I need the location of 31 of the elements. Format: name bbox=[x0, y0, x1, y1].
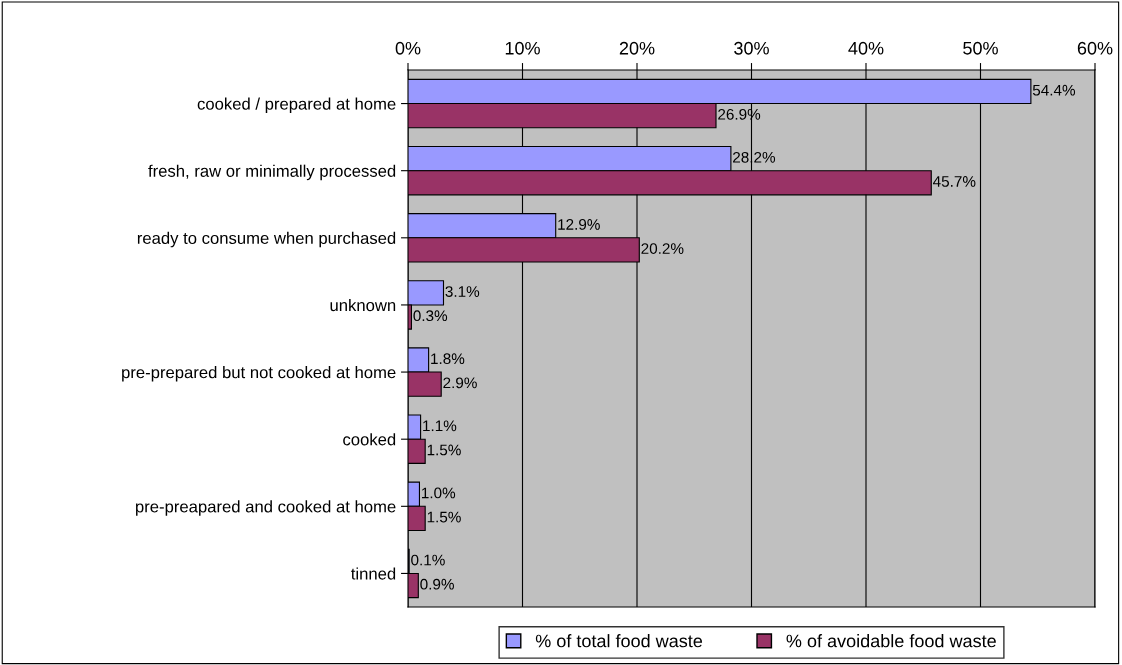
data-label: 3.1% bbox=[445, 286, 480, 297]
y-tick-label: pre-preapared and cooked at home bbox=[136, 500, 396, 516]
x-tick-label: 60% bbox=[1077, 41, 1113, 55]
data-label: 54.4% bbox=[1032, 84, 1076, 96]
data-label: 12.9% bbox=[558, 219, 600, 230]
data-label: 1.1% bbox=[423, 420, 457, 432]
x-tick-label: 30% bbox=[734, 41, 769, 55]
legend-label: % of avoidable food waste bbox=[786, 634, 996, 648]
data-label: 0.9% bbox=[420, 578, 454, 590]
y-tick-label: fresh, raw or minimally processed bbox=[148, 164, 396, 181]
x-tick-label: 10% bbox=[505, 41, 540, 55]
data-label: 45.7% bbox=[933, 176, 976, 187]
y-tick-label: ready to consume when purchased bbox=[137, 231, 396, 248]
data-label: 1.5% bbox=[427, 511, 461, 523]
data-label: 1.8% bbox=[431, 353, 465, 365]
data-label: 20.2% bbox=[641, 243, 684, 254]
x-tick-label: 20% bbox=[619, 41, 655, 55]
data-label: 0.1% bbox=[411, 554, 445, 566]
data-label: 0.3% bbox=[413, 310, 448, 322]
y-tick-label: tinned bbox=[351, 567, 396, 580]
y-tick-label: cooked / prepared at home bbox=[197, 97, 396, 114]
y-tick-label: pre-prepared but not cooked at home bbox=[122, 366, 396, 382]
y-tick-label: unknown bbox=[330, 298, 396, 312]
legend-label: % of total food waste bbox=[535, 634, 703, 648]
x-tick-label: 50% bbox=[963, 41, 998, 55]
x-tick-label: 0% bbox=[395, 41, 421, 55]
data-label: 2.9% bbox=[443, 377, 477, 389]
x-tick-label: 40% bbox=[848, 41, 884, 55]
data-label: 1.5% bbox=[427, 444, 461, 456]
data-label: 1.0% bbox=[422, 487, 456, 499]
y-tick-label: cooked bbox=[343, 433, 396, 446]
